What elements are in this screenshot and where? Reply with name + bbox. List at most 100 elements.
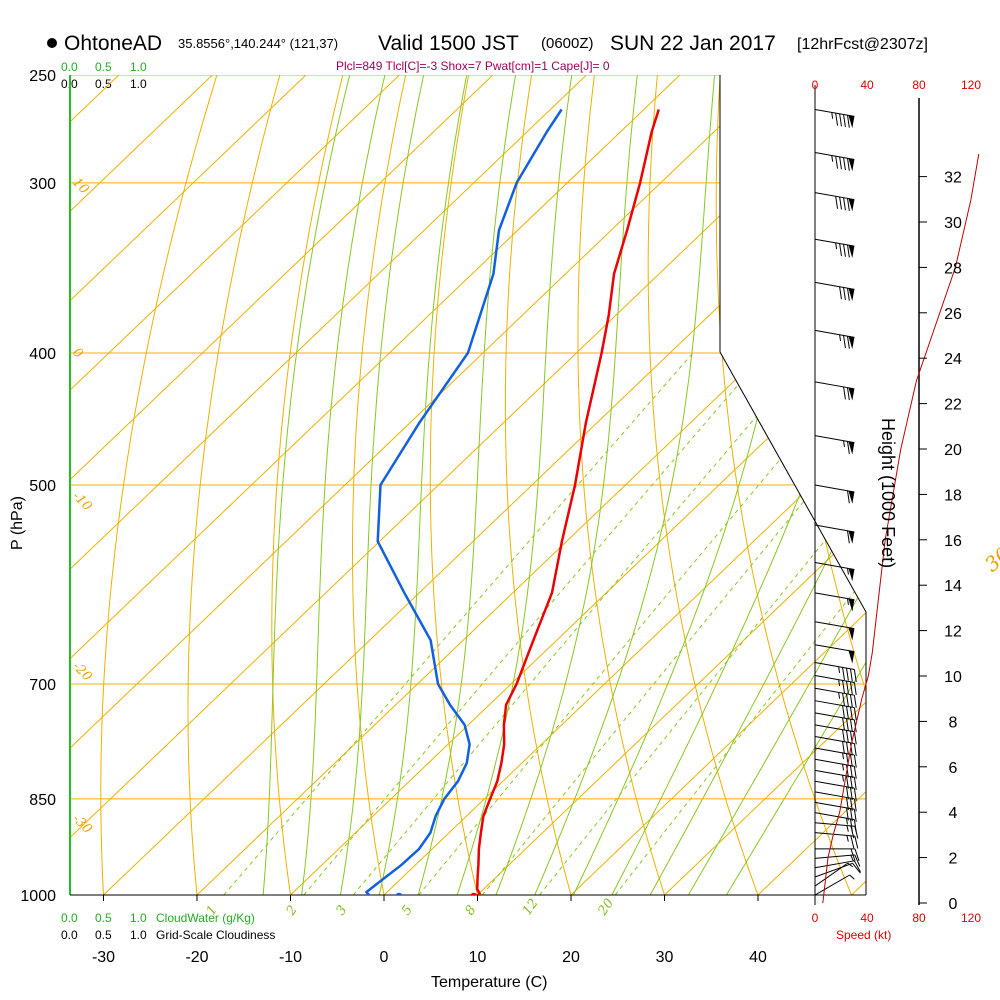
speed-tick-label-top: 0 xyxy=(812,78,819,92)
moist-adiabat-line xyxy=(301,75,386,895)
wind-barb xyxy=(814,484,855,504)
wind-barb-staff xyxy=(814,662,855,670)
pressure-tick-label: 1000 xyxy=(20,888,56,905)
wind-barb xyxy=(814,108,855,129)
mixing-ratio-label: 20 xyxy=(595,896,617,919)
valid-date: SUN 22 Jan 2017 xyxy=(610,32,776,55)
cloudiness-top-2: 1.0 xyxy=(130,77,147,91)
isotherm-line xyxy=(383,433,866,895)
wind-barb xyxy=(814,712,857,733)
cloudwater-top-0: 0.0 xyxy=(61,60,78,74)
bottom-scale-labels: 0.0 0.5 1.0 CloudWater (g/Kg) 0.0 0.5 1.… xyxy=(61,911,275,942)
valid-time-z: (0600Z) xyxy=(541,35,594,52)
cloudiness-top-1: 0.5 xyxy=(95,77,112,91)
wind-barb-full xyxy=(847,198,850,211)
wind-barb-full xyxy=(839,286,842,300)
wind-barb-full xyxy=(847,158,850,171)
wind-barb-full xyxy=(847,490,850,504)
speed-tick-label-bottom: 0 xyxy=(812,911,819,925)
speed-tick-label-top: 40 xyxy=(860,78,874,92)
moist-adiabat-line xyxy=(378,75,468,895)
dry-adiabat-line xyxy=(429,75,479,895)
wind-barb-full xyxy=(853,669,857,683)
wind-barb xyxy=(814,874,855,896)
height-tick-label: 0 xyxy=(949,896,958,913)
wind-barb-full xyxy=(842,741,845,754)
wind-barb-half xyxy=(842,752,844,760)
wind-barb-staff xyxy=(814,832,855,837)
wind-barb-staff xyxy=(814,862,853,878)
wind-barb-full xyxy=(846,786,849,800)
wind-barb-full xyxy=(839,196,842,210)
wind-barb-full xyxy=(847,244,850,258)
surface-temperature-point xyxy=(470,892,478,895)
wind-barb xyxy=(814,152,855,172)
wind-barb xyxy=(815,848,860,862)
wind-barb-full xyxy=(849,719,853,732)
wind-barb-half xyxy=(838,666,841,674)
isotherm-line xyxy=(570,612,866,895)
moist-adiabat-line xyxy=(262,75,351,895)
height-tick-label: 12 xyxy=(944,624,962,641)
cloudwater-top-1: 0.5 xyxy=(95,60,112,74)
x-axis-title: Temperature (C) xyxy=(431,974,547,991)
wind-barb-staff xyxy=(814,687,855,696)
temperature-tick-label: 40 xyxy=(749,949,767,966)
temperature-tick-label: 0 xyxy=(380,949,389,966)
wind-barb-full xyxy=(853,731,857,745)
moist-adiabat-line xyxy=(456,75,573,895)
wind-barb-full xyxy=(849,765,853,779)
wind-barb-staff xyxy=(814,822,855,827)
wind-barb xyxy=(814,675,857,696)
valid-time: Valid 1500 JST xyxy=(378,32,519,55)
wind-barb-flag xyxy=(848,627,855,641)
y-axis-title: P (hPa) xyxy=(9,496,26,550)
wind-barb-full xyxy=(847,387,850,401)
cloudiness-bottom-0: 0.0 xyxy=(61,928,78,942)
wind-barb-full xyxy=(846,667,849,681)
wind-barb-staff xyxy=(814,854,855,859)
mixing-ratio-label: 5 xyxy=(399,903,416,918)
dry-adiabat-line xyxy=(187,75,281,895)
wind-barb-full xyxy=(847,530,850,544)
isotherm-label: 0 xyxy=(69,345,85,361)
wind-barb xyxy=(814,662,857,683)
background-grid xyxy=(70,75,866,895)
wind-barb-half xyxy=(838,679,841,687)
height-tick-label: 16 xyxy=(944,533,962,550)
moist-adiabat-line xyxy=(495,75,638,895)
isotherm-line xyxy=(70,75,681,660)
pressure-tick-label: 400 xyxy=(29,346,56,363)
temperature-tick-label: -10 xyxy=(279,949,302,966)
temperature-tick-label: 10 xyxy=(469,949,487,966)
wind-barb-full xyxy=(846,680,849,694)
wind-barb-full xyxy=(842,729,845,743)
moist-adiabat-line xyxy=(534,75,716,895)
wind-barb-half xyxy=(847,568,849,575)
wind-barb-full xyxy=(849,798,853,811)
wind-barb xyxy=(814,700,857,721)
wind-barb-flag xyxy=(848,198,855,212)
wind-barb-full xyxy=(853,788,857,801)
wind-barb-full xyxy=(843,114,846,128)
temperature-tick-label: -30 xyxy=(92,949,115,966)
forecast-info: [12hrFcst@2307z] xyxy=(797,36,928,53)
wind-barb-full xyxy=(835,196,839,209)
wind-barb-full xyxy=(839,113,842,127)
wind-barb-half xyxy=(847,862,854,868)
wind-barb-full xyxy=(849,706,853,720)
isotherm-line xyxy=(196,254,866,895)
wind-barb-full xyxy=(853,819,857,833)
wind-barb-half xyxy=(846,818,848,825)
wind-barb-flag xyxy=(848,441,855,455)
height-tick-label: 14 xyxy=(944,578,962,595)
wind-barb-half xyxy=(843,440,845,448)
isotherm-line xyxy=(70,75,588,570)
pressure-tick-label: 300 xyxy=(29,176,56,193)
height-axis-title: Height (1000 Feet) xyxy=(878,418,898,568)
isotherm-label: -30 xyxy=(69,812,94,837)
plot-skew-border xyxy=(719,351,867,895)
wind-barb-full xyxy=(853,766,857,779)
